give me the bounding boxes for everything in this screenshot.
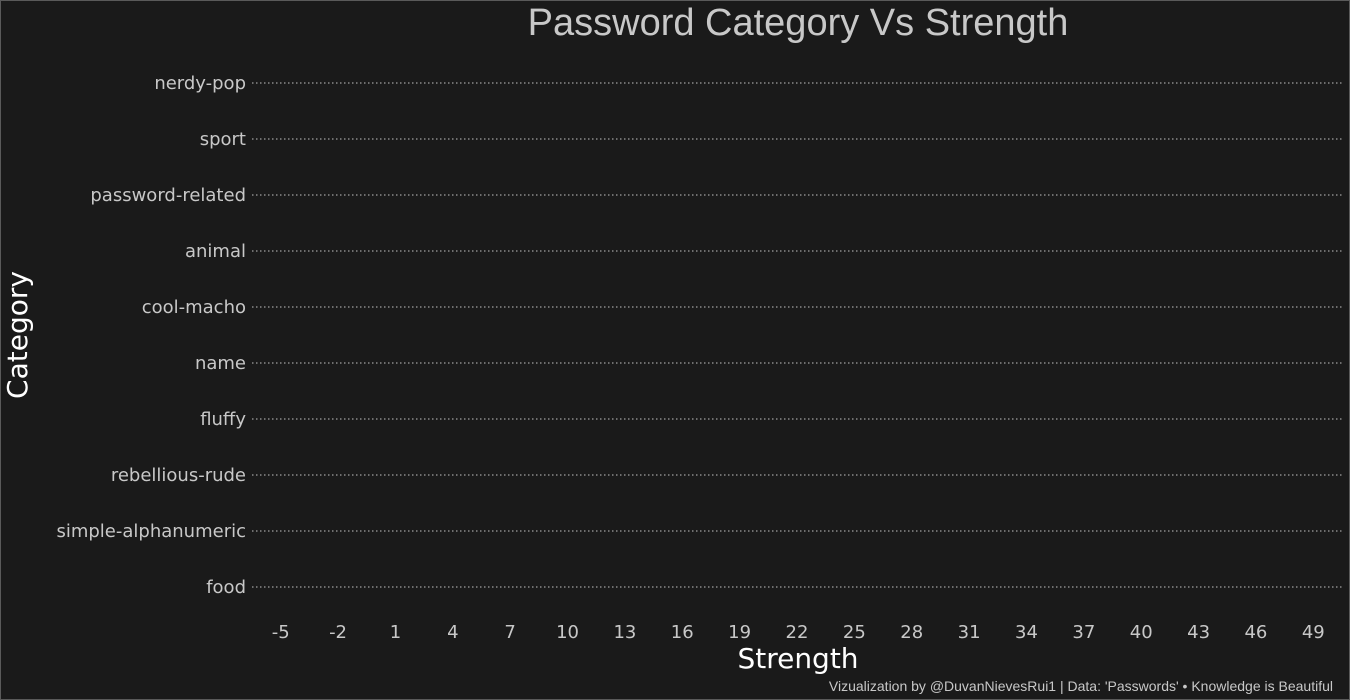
x-tick-label: 13 [613, 622, 636, 643]
y-tick-label-nerdy-pop: nerdy-pop [154, 73, 246, 94]
x-tick-label: 10 [556, 622, 579, 643]
gridlines [252, 82, 1342, 588]
chart-title: Password Category Vs Strength [528, 2, 1069, 44]
x-tick-label: 34 [1015, 622, 1038, 643]
y-tick-label-name: name [195, 353, 246, 374]
y-tick-label-simple-alphanumeric: simple-alphanumeric [56, 521, 246, 542]
x-tick-label: 16 [671, 622, 694, 643]
y-tick-label-sport: sport [200, 129, 246, 150]
x-tick-label: 37 [1072, 622, 1095, 643]
x-tick-label: 43 [1187, 622, 1210, 643]
x-tick-label: 25 [843, 622, 866, 643]
x-tick-label: -5 [272, 622, 290, 643]
x-axis-title: Strength [737, 642, 858, 675]
x-tick-label: -2 [329, 622, 347, 643]
y-tick-label-fluffy: fluffy [200, 409, 246, 430]
x-axis-tick-labels: -5 -2 1 4 7 10 13 16 19 22 25 28 31 34 37 40 43 46 49 [272, 622, 1325, 643]
y-tick-label-animal: animal [185, 241, 246, 262]
x-tick-label: 46 [1244, 622, 1267, 643]
y-tick-label-food: food [206, 577, 246, 598]
x-tick-label: 19 [728, 622, 751, 643]
y-tick-label-rebellious-rude: rebellious-rude [111, 465, 246, 486]
x-tick-label: 31 [958, 622, 981, 643]
x-tick-label: 4 [447, 622, 458, 643]
x-tick-label: 7 [504, 622, 515, 643]
x-tick-label: 22 [786, 622, 809, 643]
y-tick-label-cool-macho: cool-macho [142, 297, 246, 318]
y-axis-tick-labels: nerdy-pop sport password-related animal cool… [56, 73, 246, 598]
y-axis-title: Category [1, 271, 34, 399]
y-tick-label-password-related: password-related [90, 185, 246, 206]
x-tick-label: 28 [900, 622, 923, 643]
chart-caption: Vizualization by @DuvanNievesRui1 | Data… [829, 678, 1333, 694]
x-tick-label: 40 [1130, 622, 1153, 643]
x-tick-label: 1 [390, 622, 401, 643]
x-tick-label: 49 [1302, 622, 1325, 643]
